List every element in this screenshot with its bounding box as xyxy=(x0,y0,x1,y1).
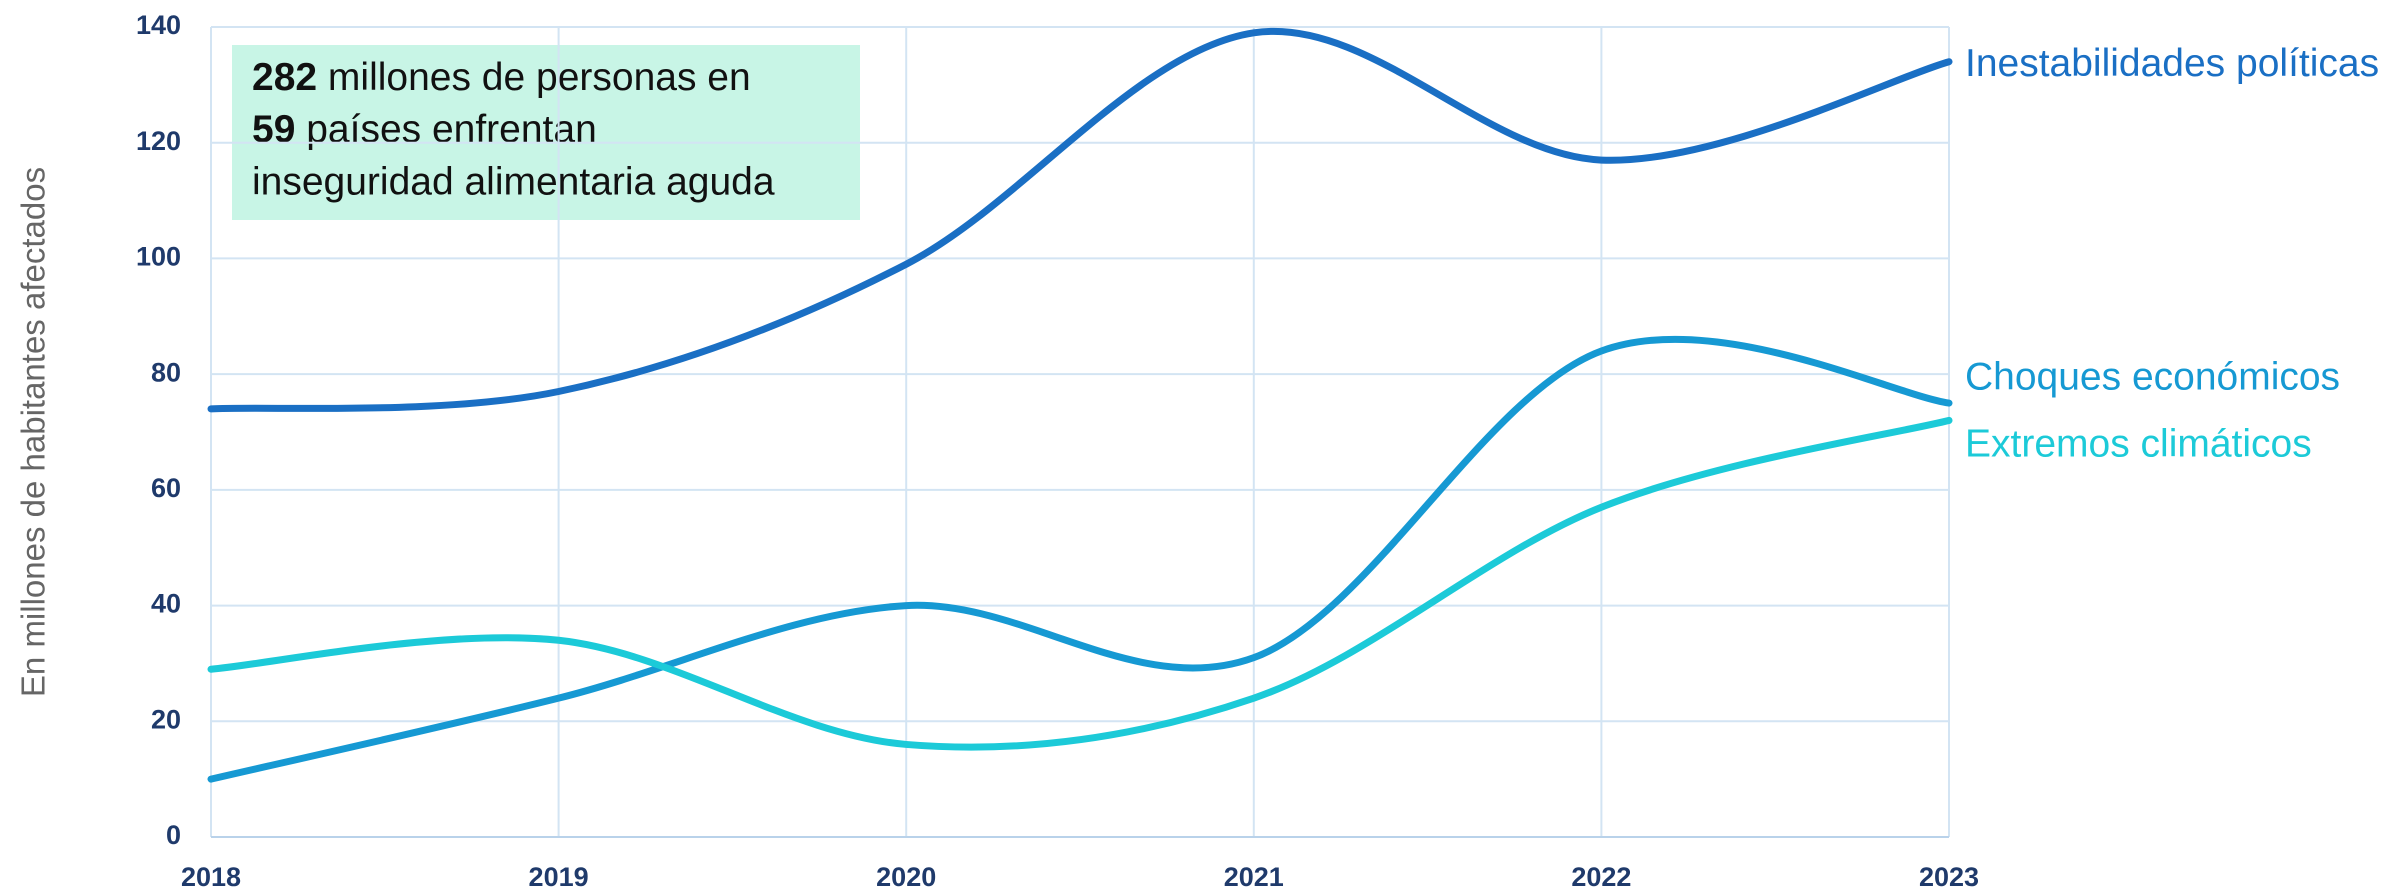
annotation-number: 282 xyxy=(252,56,317,99)
x-tick-label: 2019 xyxy=(529,862,589,891)
x-tick-label: 2018 xyxy=(181,862,241,891)
y-tick-label: 20 xyxy=(151,704,181,734)
y-tick-label: 120 xyxy=(136,126,181,156)
line xyxy=(207,335,1953,783)
annotation-text: países enfrentan xyxy=(295,108,596,151)
line xyxy=(207,27,1953,413)
y-axis-label: En millones de habitantes afectados xyxy=(15,167,52,697)
series-label: Extremos climáticos xyxy=(1965,423,2312,466)
annotation: 282 millones de personas en xyxy=(252,56,751,99)
x-tick-label: 2023 xyxy=(1919,862,1979,891)
y-tick-label: 0 xyxy=(166,820,181,850)
y-tick-label: 80 xyxy=(151,357,181,387)
y-tick-label: 100 xyxy=(136,242,181,272)
x-tick-label: 2021 xyxy=(1224,862,1284,891)
series-label: Choques económicos xyxy=(1965,355,2340,398)
y-tick-label: 140 xyxy=(136,10,181,40)
y-tick-label: 60 xyxy=(151,473,181,503)
x-tick-label: 2020 xyxy=(876,862,936,891)
annotation-box xyxy=(232,45,860,220)
annotation-text: millones de personas en xyxy=(317,56,751,99)
y-tick-label: 40 xyxy=(151,589,181,619)
annotation: inseguridad alimentaria aguda xyxy=(252,160,775,203)
series-label: Inestabilidades políticas xyxy=(1965,42,2379,85)
annotation: 59 países enfrentan xyxy=(252,108,597,151)
annotation-number: 59 xyxy=(252,108,295,151)
line xyxy=(207,416,1953,751)
x-tick-label: 2022 xyxy=(1571,862,1631,891)
